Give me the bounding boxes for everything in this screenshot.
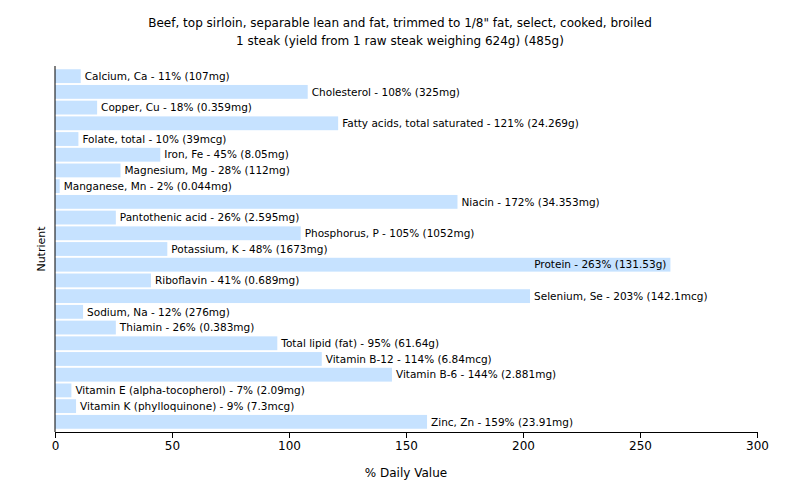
x-tick: 100 bbox=[278, 432, 301, 453]
bar-label: Sodium, Na - 12% (276mg) bbox=[87, 306, 230, 318]
bar-label: Iron, Fe - 45% (8.05mg) bbox=[164, 148, 288, 160]
bar-label: Phosphorus, P - 105% (1052mg) bbox=[305, 227, 475, 239]
bar bbox=[55, 195, 457, 209]
bar bbox=[55, 69, 81, 83]
bar bbox=[55, 321, 116, 335]
bar-label: Copper, Cu - 18% (0.359mg) bbox=[101, 101, 252, 113]
x-tick-mark bbox=[55, 432, 56, 438]
bar bbox=[55, 132, 78, 146]
x-axis-title: % Daily Value bbox=[365, 466, 447, 480]
bar-labels: Calcium, Ca - 11% (107mg) Cholesterol - 1… bbox=[64, 70, 708, 428]
bar bbox=[55, 226, 301, 240]
bar-label: Folate, total - 10% (39mcg) bbox=[82, 133, 226, 145]
x-tick-label: 250 bbox=[629, 439, 652, 453]
x-tick: 250 bbox=[629, 432, 652, 453]
x-tick: 300 bbox=[746, 432, 769, 453]
bar-label: Niacin - 172% (34.353mg) bbox=[461, 196, 599, 208]
bar bbox=[55, 101, 97, 115]
x-tick-label: 100 bbox=[278, 439, 301, 453]
x-tick: 50 bbox=[165, 432, 180, 453]
bar bbox=[55, 242, 167, 256]
bar bbox=[55, 336, 277, 350]
x-tick: 0 bbox=[52, 432, 60, 453]
bar bbox=[55, 368, 392, 382]
bar bbox=[55, 383, 71, 397]
bar bbox=[55, 164, 121, 178]
x-tick-label: 150 bbox=[395, 439, 418, 453]
bar-label: Vitamin K (phylloquinone) - 9% (7.3mcg) bbox=[80, 400, 294, 412]
bar bbox=[55, 258, 670, 272]
bar-label: Fatty acids, total saturated - 121% (24.… bbox=[342, 117, 579, 129]
bar-label: Thiamin - 26% (0.383mg) bbox=[119, 321, 255, 333]
x-tick-mark bbox=[406, 432, 407, 438]
bars bbox=[55, 69, 670, 428]
bar-label: Cholesterol - 108% (325mg) bbox=[312, 86, 460, 98]
chart: Beef, top sirloin, separable lean and fa… bbox=[0, 0, 800, 500]
bar-label: Potassium, K - 48% (1673mg) bbox=[171, 243, 327, 255]
x-tick-mark bbox=[640, 432, 641, 438]
bar-label: Vitamin E (alpha-tocopherol) - 7% (2.09m… bbox=[75, 384, 305, 396]
title: Beef, top sirloin, separable lean and fa… bbox=[148, 16, 652, 30]
bar bbox=[55, 211, 116, 225]
x-tick-label: 0 bbox=[52, 439, 60, 453]
bar-label: Vitamin B-12 - 114% (6.84mcg) bbox=[326, 353, 492, 365]
bar bbox=[55, 415, 427, 429]
bar bbox=[55, 399, 76, 413]
bar-label: Manganese, Mn - 2% (0.044mg) bbox=[64, 180, 232, 192]
bar-label: Vitamin B-6 - 144% (2.881mg) bbox=[396, 368, 556, 380]
bar-label: Calcium, Ca - 11% (107mg) bbox=[85, 70, 230, 82]
subtitle: 1 steak (yield from 1 raw steak weighing… bbox=[236, 34, 564, 48]
x-tick-mark bbox=[289, 432, 290, 438]
bar bbox=[55, 352, 322, 366]
x-tick-mark bbox=[757, 432, 758, 438]
x-tick-mark bbox=[172, 432, 173, 438]
bar-label: Selenium, Se - 203% (142.1mcg) bbox=[534, 290, 708, 302]
y-axis-line bbox=[55, 66, 56, 432]
bar-label: Riboflavin - 41% (0.689mg) bbox=[155, 274, 299, 286]
bar bbox=[55, 274, 151, 288]
x-axis: 0 50 100 150 200 250 300 bbox=[52, 432, 769, 453]
bar bbox=[55, 116, 338, 130]
x-tick-label: 50 bbox=[165, 439, 180, 453]
bar bbox=[55, 179, 60, 193]
x-tick-label: 300 bbox=[746, 439, 769, 453]
bar-label: Total lipid (fat) - 95% (61.64g) bbox=[280, 337, 439, 349]
bar bbox=[55, 85, 308, 99]
x-tick: 200 bbox=[512, 432, 535, 453]
x-tick-mark bbox=[523, 432, 524, 438]
bar-label: Pantothenic acid - 26% (2.595mg) bbox=[120, 211, 299, 223]
bar bbox=[55, 305, 83, 319]
y-axis bbox=[55, 66, 56, 432]
bar-label: Magnesium, Mg - 28% (112mg) bbox=[125, 164, 290, 176]
bar bbox=[55, 289, 530, 303]
y-axis-title: Nutrient bbox=[35, 226, 48, 272]
bar bbox=[55, 148, 160, 162]
x-tick: 150 bbox=[395, 432, 418, 453]
bar-label: Zinc, Zn - 159% (23.91mg) bbox=[431, 416, 573, 428]
x-tick-label: 200 bbox=[512, 439, 535, 453]
bar-label: Protein - 263% (131.53g) bbox=[534, 258, 666, 270]
